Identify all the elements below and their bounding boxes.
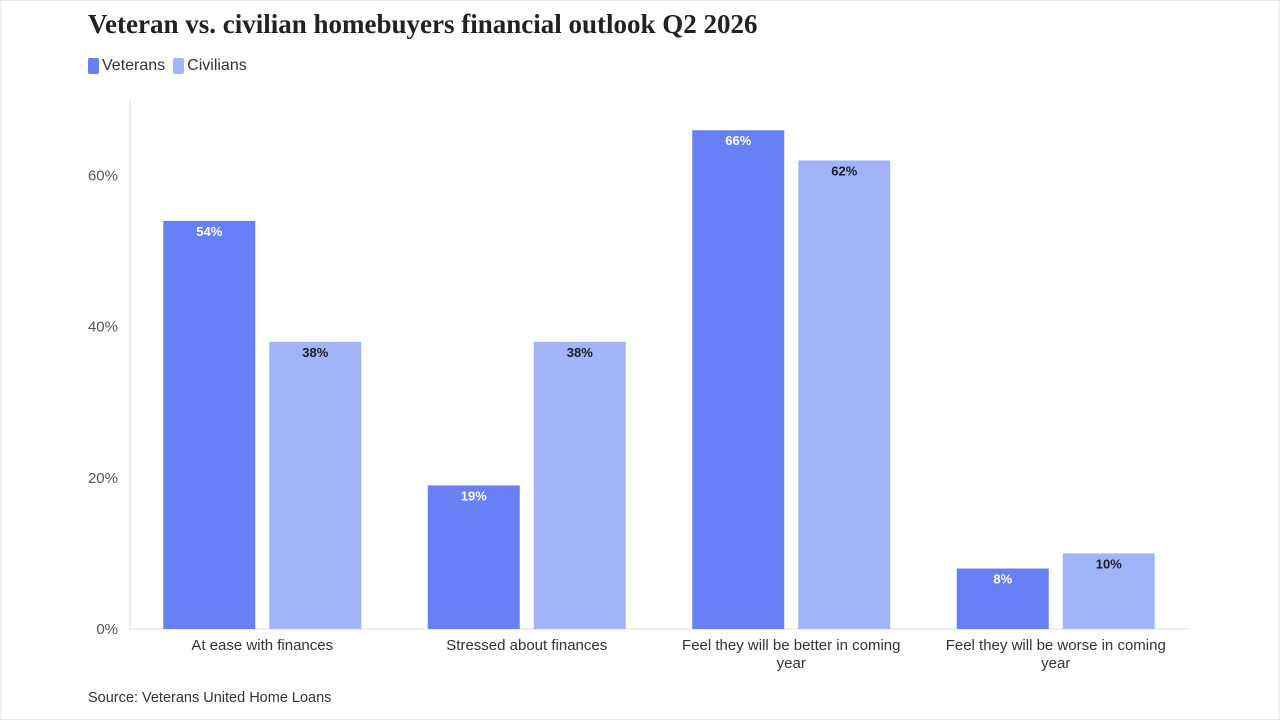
bar-civilians [1062, 553, 1155, 629]
legend-label-veterans: Veterans [102, 57, 166, 74]
data-label: 66% [725, 133, 751, 148]
legend-item-veterans[interactable]: Veterans [88, 57, 165, 75]
data-label: 54% [196, 224, 222, 239]
data-label: 10% [1096, 556, 1122, 571]
chart-title: Veteran vs. civilian homebuyers financia… [88, 9, 758, 39]
bar-civilians [798, 160, 891, 629]
x-tick-label: Feel they will be better in coming [682, 637, 900, 654]
bar-veterans [163, 220, 256, 629]
y-tick-label: 40% [88, 319, 118, 336]
bar-veterans [692, 130, 785, 629]
legend-label-civilians: Civilians [187, 57, 247, 74]
x-tick-label: year [777, 655, 806, 672]
legend-swatch-veterans [88, 58, 99, 74]
x-tick-label: At ease with finances [191, 637, 333, 654]
source-note: Source: Veterans United Home Loans [88, 690, 332, 706]
legend-item-civilians[interactable]: Civilians [173, 57, 247, 75]
data-label: 19% [461, 488, 487, 503]
bar-civilians [533, 341, 626, 629]
data-label: 62% [831, 163, 857, 178]
x-tick-label: Feel they will be worse in coming [946, 637, 1166, 654]
data-label: 38% [567, 345, 593, 360]
bar-civilians [269, 341, 362, 629]
y-tick-label: 20% [88, 470, 118, 487]
bar-veterans [956, 568, 1049, 629]
legend: Veterans Civilians [88, 57, 255, 75]
x-tick-label: year [1041, 655, 1070, 672]
legend-swatch-civilians [173, 58, 185, 74]
data-label: 8% [993, 572, 1012, 587]
x-tick-label: Stressed about finances [446, 637, 607, 654]
data-label: 38% [302, 345, 328, 360]
y-tick-label: 60% [88, 168, 118, 185]
y-tick-label: 0% [96, 621, 118, 638]
bar-veterans [427, 485, 520, 629]
